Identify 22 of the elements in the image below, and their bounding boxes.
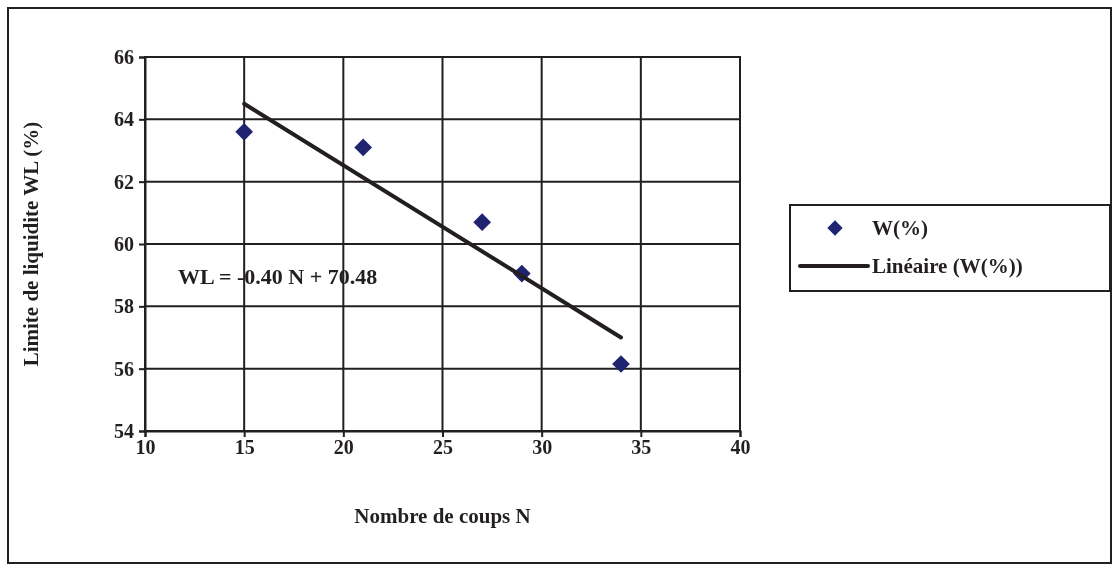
y-tick-label: 56	[114, 357, 134, 380]
point	[473, 213, 492, 232]
x-axis-title: Nombre de coups N	[354, 504, 531, 528]
point	[354, 138, 373, 157]
x-tick-label: 10	[135, 436, 156, 459]
legend-label: Linéaire (W(%))	[872, 254, 1023, 278]
x-tick-label: 30	[532, 436, 553, 459]
y-tick-label: 58	[114, 295, 134, 318]
x-tick-label: 35	[631, 436, 652, 459]
y-tick-label: 64	[114, 108, 134, 131]
x-tick-label: 40	[730, 436, 751, 459]
y-tick-label: 54	[114, 419, 134, 442]
legend-label: W(%)	[872, 216, 928, 240]
point	[235, 122, 254, 141]
x-tick-label: 20	[333, 436, 354, 459]
y-tick-label: 66	[114, 45, 134, 68]
y-tick-label: 60	[114, 232, 134, 255]
y-tick-label: 62	[114, 170, 134, 193]
y-axis-title: Limite de liquidite WL (%)	[19, 121, 43, 367]
point	[612, 355, 630, 373]
x-tick-label: 25	[433, 436, 453, 459]
x-tick-label: 15	[234, 436, 255, 459]
